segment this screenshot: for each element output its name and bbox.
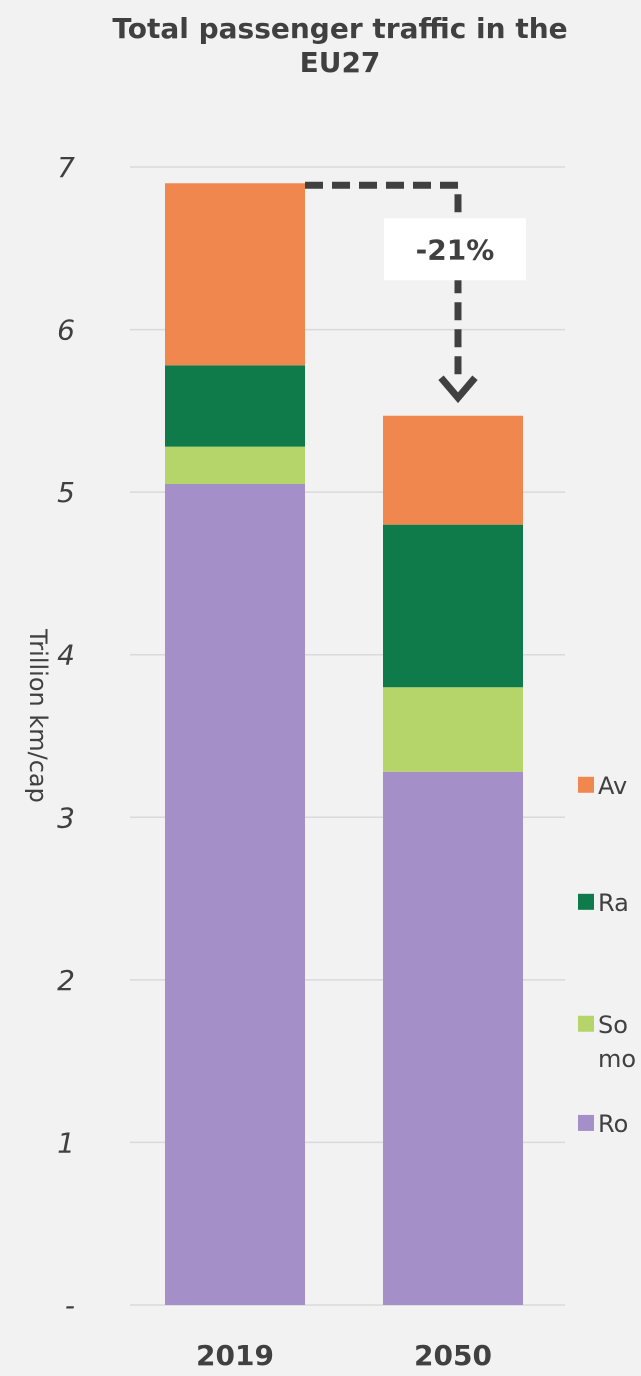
- y-tick-label: 1: [57, 1126, 75, 1159]
- bar-segment-rail-2050: [383, 524, 523, 688]
- x-tick-label: 2019: [196, 1339, 274, 1372]
- y-axis-label: Trillion km/cap: [24, 628, 52, 803]
- legend-swatch-rail: [578, 893, 594, 910]
- bar-segment-rail-2019: [165, 365, 305, 447]
- bar-segment-soft-mobility-2019: [165, 446, 305, 485]
- legend-label: Ro: [598, 1110, 628, 1138]
- x-tick-label: 2050: [414, 1339, 492, 1372]
- bar-segment-road-2019: [165, 484, 305, 1305]
- legend-swatch-soft-mobility: [578, 1015, 594, 1032]
- y-tick-label: 5: [57, 476, 75, 509]
- bar-segment-aviation-2019: [165, 183, 305, 366]
- y-tick-label: 6: [57, 314, 75, 347]
- chart-title: Total passenger traffic in the EU27: [112, 12, 568, 79]
- legend-swatch-aviation: [578, 776, 594, 793]
- annotation-arrow-line: [305, 181, 462, 376]
- annotation-label-box: [384, 218, 526, 281]
- legend-label: Av: [598, 772, 627, 800]
- legend-swatch-road: [578, 1114, 594, 1131]
- bar-segment-road-2050: [383, 771, 523, 1305]
- legend-label: So: [598, 1011, 628, 1039]
- bar-segment-aviation-2050: [383, 415, 523, 525]
- legend-label: mo: [598, 1045, 636, 1073]
- bar-segment-soft-mobility-2050: [383, 687, 523, 772]
- y-tick-label: 7: [57, 151, 75, 184]
- y-tick-label: 4: [57, 639, 75, 672]
- legend-label: Ra: [598, 889, 629, 917]
- y-tick-label: -: [65, 1289, 75, 1322]
- y-tick-label: 2: [57, 964, 75, 997]
- annotation-label: -21%: [416, 233, 495, 266]
- annotation-arrow-head: [438, 375, 478, 404]
- y-tick-label: 3: [57, 801, 75, 834]
